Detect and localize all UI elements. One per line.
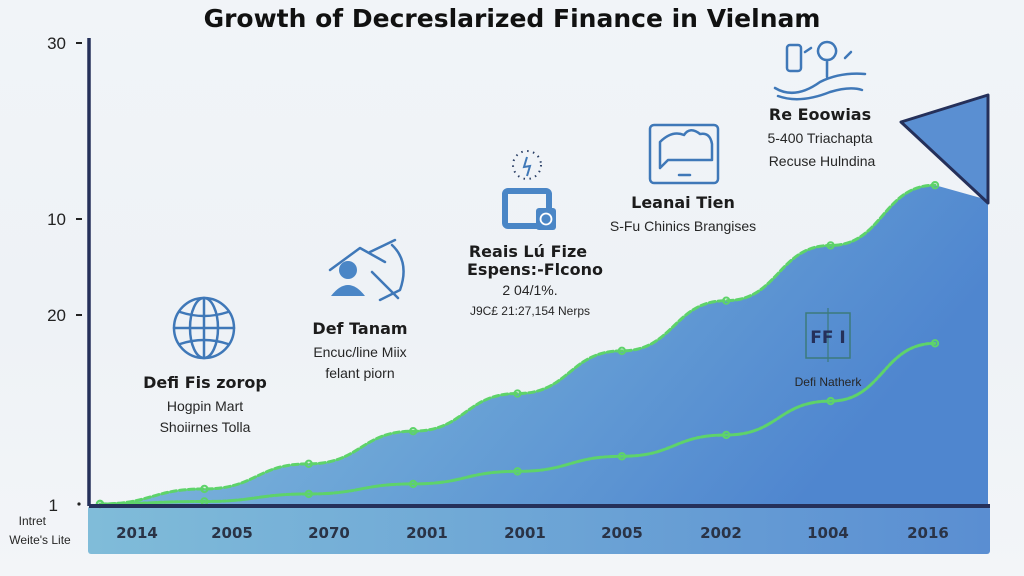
ffi-box-icon: FF I: [805, 308, 851, 362]
annotation-line: felant piorn: [325, 365, 394, 381]
data-point-lower: [617, 452, 627, 461]
globe-icon: [172, 296, 236, 360]
annotation-line: Recuse Hulndina: [769, 153, 876, 169]
ffi-icon-text: FF I: [810, 328, 845, 348]
y-tick-label: 20: [47, 306, 66, 325]
x-tick-label: 2001: [504, 524, 546, 542]
annotation-line: S-Fu Chinics Brangises: [610, 218, 756, 234]
x-tick-label: 2014: [116, 524, 158, 542]
x-tick-label: 2016: [907, 524, 949, 542]
line-series-upper: [98, 183, 937, 506]
x-tick-label: 1004: [807, 524, 849, 542]
x-axis-band: [88, 506, 990, 554]
annotation-line: J9C£ 21:27,154 Nerps: [470, 304, 590, 318]
x-tick-label: 2001: [406, 524, 448, 542]
x-tick-label: 2002: [700, 524, 742, 542]
data-point-upper: [617, 346, 627, 356]
annotation-device: Reais Lú Fize Espens:-Flcono 2 04/1%. J9…: [467, 150, 603, 318]
data-point-lower: [408, 479, 418, 489]
x-tick-label: 2070: [308, 524, 350, 542]
annotation-line: Shoiirnes Tolla: [160, 419, 251, 435]
y-tick-label: 30: [47, 34, 66, 53]
annotation-title: Def Tanam: [312, 319, 407, 338]
data-point-lower: [513, 467, 522, 476]
annotation-title: Reais Lú Fize: [469, 242, 587, 261]
data-point-upper: [826, 241, 835, 250]
data-point-upper: [513, 389, 522, 398]
x-tick-label: 2005: [211, 524, 253, 542]
annotation-title: Espens:-Flcono: [467, 260, 603, 279]
annotation-title: Leanai Tien: [631, 193, 735, 212]
data-point-upper: [930, 180, 940, 190]
x-axis-label-line2: Weite's Lite: [9, 533, 71, 547]
data-point-lower: [304, 489, 313, 499]
annotation-laptop: Leanai Tien S-Fu Chinics Brangises: [610, 123, 756, 234]
growth-arrow-head: [899, 93, 990, 205]
phone-map-icon: [773, 40, 867, 101]
data-point-upper: [200, 484, 209, 494]
x-axis-label: Intret Weite's Lite: [9, 514, 71, 547]
laptop-cloud-icon: [648, 123, 720, 185]
chart-title: Growth of Decreslarized Finance in Vieln…: [204, 4, 821, 33]
data-point-lower: [722, 430, 731, 440]
annotation-line: 5-400 Triachapta: [767, 130, 872, 146]
annotation-title: Re Eoowias: [769, 105, 871, 124]
annotation-line: Encuc/line Miix: [313, 344, 406, 360]
data-point-upper: [304, 459, 313, 469]
annotation-title: Defi Natherk: [795, 375, 863, 389]
annotation-globe: Defi Fis zorop Hogpin Mart Shoiirnes Tol…: [143, 296, 267, 435]
data-point-lower: [826, 396, 835, 406]
x-axis-label-line1: Intret: [19, 514, 47, 528]
annotation-user: Def Tanam Encuc/line Miix felant piorn: [312, 238, 408, 381]
monitor-clock-icon: [502, 150, 556, 230]
y-tick-mark: [77, 502, 81, 506]
annotation-line: 2 04/1%.: [502, 282, 557, 298]
annotation-line: Hogpin Mart: [167, 398, 243, 414]
x-tick-label: 2005: [601, 524, 643, 542]
annotation-title: Defi Fis zorop: [143, 373, 267, 392]
y-tick-label: 10: [47, 210, 66, 229]
line-series-lower: [98, 341, 937, 506]
annotation-ecosystem: Re Eoowias 5-400 Triachapta Recuse Hulnd…: [767, 40, 876, 169]
area-series-upper: [90, 185, 988, 504]
annotation-defi-network: FF I Defi Natherk: [795, 308, 863, 389]
data-point-upper: [722, 296, 731, 305]
y-tick-label: 1: [49, 496, 58, 515]
data-point-lower: [930, 339, 940, 348]
data-point-upper: [408, 427, 418, 436]
user-network-icon: [328, 238, 405, 302]
